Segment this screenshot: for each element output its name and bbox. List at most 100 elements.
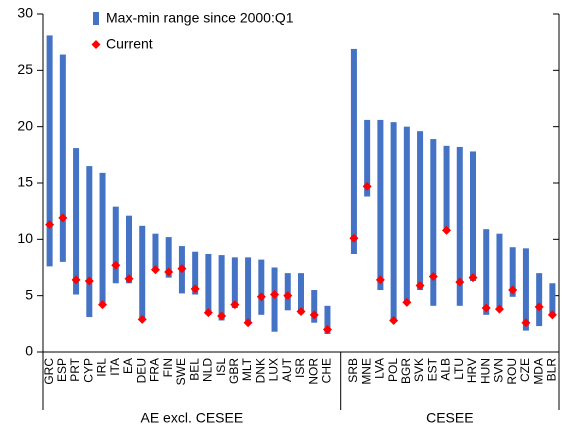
x-tick-label: LUX (267, 358, 281, 381)
range-bar (139, 225, 146, 320)
current-marker (296, 306, 306, 316)
current-marker (230, 300, 240, 310)
range-bar (483, 229, 490, 315)
current-marker (164, 267, 174, 277)
x-tick-label: ALB (439, 358, 453, 381)
current-marker (124, 274, 134, 284)
x-tick-label: MNE (359, 358, 373, 385)
legend-label: Current (106, 36, 153, 52)
y-tick-label: 25 (17, 61, 33, 77)
current-marker (494, 304, 504, 314)
range-bar (549, 283, 556, 316)
x-tick-label: SVK (412, 358, 426, 382)
x-tick-label: BLR (545, 358, 559, 382)
x-tick-label: LVA (373, 358, 387, 379)
current-marker (349, 233, 359, 243)
range-bar (496, 233, 503, 311)
current-marker (547, 310, 557, 320)
range-bar (443, 145, 450, 231)
current-marker (455, 277, 465, 287)
range-bar (377, 119, 384, 291)
legend-label: Max-min range since 2000:Q1 (106, 10, 294, 26)
current-marker (508, 285, 518, 295)
current-marker (84, 276, 94, 286)
range-bar (112, 206, 119, 284)
range-bar (46, 35, 53, 267)
range-bar (86, 166, 93, 318)
x-tick-label: ISL (214, 358, 228, 376)
range-bar (470, 151, 476, 282)
range-bar (99, 172, 106, 305)
current-marker (468, 273, 478, 283)
current-marker (111, 260, 121, 270)
x-tick-label: MLT (240, 357, 254, 381)
x-tick-label: PRT (68, 357, 82, 381)
current-marker (150, 265, 160, 275)
x-tick-label: SRB (346, 358, 360, 383)
x-tick-label: FIN (161, 358, 175, 377)
range-bar (165, 237, 172, 278)
legend-swatch (93, 12, 99, 25)
range-bar (536, 273, 543, 327)
range-bar (403, 126, 410, 304)
x-tick-label: AUT (280, 357, 294, 382)
x-tick-label: CYP (81, 358, 95, 383)
current-marker (481, 303, 491, 313)
current-marker (322, 324, 332, 334)
y-tick-label: 15 (17, 174, 33, 190)
range-bar (350, 48, 357, 254)
range-bar (152, 233, 159, 270)
x-tick-label: EST (425, 357, 439, 381)
current-marker (389, 315, 399, 325)
current-marker (534, 302, 544, 312)
current-marker (98, 300, 108, 310)
x-tick-label: HUN (478, 358, 492, 384)
current-marker (442, 225, 452, 235)
x-tick-label: ESP (55, 358, 69, 382)
current-marker (243, 318, 253, 328)
current-marker (58, 213, 68, 223)
y-tick-label: 0 (25, 343, 33, 359)
y-tick-label: 30 (17, 5, 33, 21)
range-bar (417, 131, 424, 291)
range-bar (271, 267, 278, 332)
range-bar (59, 54, 66, 262)
x-tick-label: GBR (227, 358, 241, 384)
range-bar (73, 148, 80, 295)
current-marker (428, 272, 438, 282)
range-bar (298, 273, 304, 314)
x-tick-label: POL (386, 358, 400, 382)
current-marker (137, 314, 147, 324)
range-bar (231, 257, 238, 309)
range-bar (522, 248, 529, 331)
y-tick-label: 5 (25, 286, 33, 302)
current-marker (283, 291, 293, 301)
current-marker (177, 264, 187, 274)
x-tick-label: NLD (201, 358, 215, 382)
x-tick-label: MDA (531, 358, 545, 385)
range-bar (258, 259, 265, 315)
current-marker (45, 220, 55, 230)
range-bar (456, 146, 463, 306)
y-tick-label: 10 (17, 230, 33, 246)
x-tick-label: HRV (465, 358, 479, 383)
current-marker (270, 290, 280, 300)
current-marker (190, 284, 200, 294)
x-tick-label: DEU (134, 358, 148, 383)
x-tick-label: ISR (293, 358, 307, 378)
x-tick-label: BEL (187, 358, 201, 381)
range-bar (324, 305, 331, 334)
x-tick-label: CHE (320, 358, 334, 383)
x-tick-label: SVN (492, 358, 506, 383)
current-marker (309, 310, 319, 320)
x-tick-label: CZE (518, 358, 532, 382)
range-bar (245, 257, 252, 323)
group-label: AE excl. CESEE (140, 410, 243, 426)
legend-swatch (91, 40, 101, 49)
range-bar (218, 255, 225, 321)
range-bar (364, 119, 371, 197)
x-tick-label: GRC (42, 358, 56, 385)
current-marker (71, 275, 81, 285)
range-bar (390, 122, 397, 321)
